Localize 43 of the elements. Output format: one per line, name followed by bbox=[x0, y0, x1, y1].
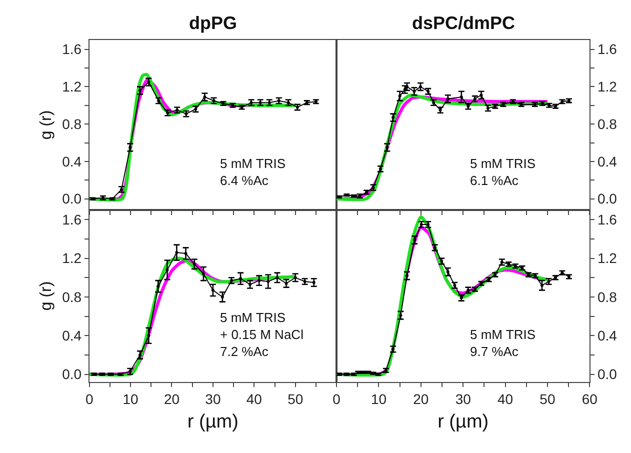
chart-title: dsPC/dmPC bbox=[412, 13, 516, 33]
y-tick-label: 0.0 bbox=[62, 190, 82, 207]
y-tick-label: 1.6 bbox=[597, 41, 618, 58]
annotation: 5 mM TRIS 6.1 %Ac bbox=[470, 156, 536, 188]
y-tick-label: 0.4 bbox=[597, 328, 618, 344]
x-tick-label: 30 bbox=[205, 390, 221, 407]
y-tick-label: 0.8 bbox=[597, 116, 618, 132]
y-tick-label: 1.2 bbox=[62, 250, 82, 266]
x-tick-label: 0 bbox=[332, 390, 341, 407]
y-tick-label: 1.2 bbox=[62, 78, 82, 95]
x-tick-label: 20 bbox=[413, 390, 429, 407]
y-tick-label: 0.8 bbox=[597, 288, 618, 305]
x-tick-label: 50 bbox=[540, 390, 556, 407]
y-tick-label: 0.0 bbox=[597, 366, 618, 382]
x-tick-label: 40 bbox=[246, 390, 262, 407]
y-tick-label: 0.0 bbox=[597, 190, 618, 207]
x-tick-label: 0 bbox=[85, 390, 94, 407]
x-axis-title: r (µm) bbox=[438, 412, 489, 433]
x-tick-label: 50 bbox=[288, 390, 304, 407]
y-tick-label: 1.6 bbox=[62, 41, 82, 58]
y-tick-label: 0.4 bbox=[62, 153, 82, 170]
annotation: 5 mM TRIS 9.7 %Ac bbox=[470, 327, 536, 359]
x-tick-label: 10 bbox=[122, 390, 139, 407]
chart-title: dpPG bbox=[189, 13, 237, 33]
y-tick-label: 1.6 bbox=[597, 212, 618, 228]
x-tick-label: 60 bbox=[582, 390, 598, 407]
x-tick-label: 30 bbox=[455, 390, 472, 407]
y-tick-label: 0.8 bbox=[62, 288, 82, 305]
y-tick-label: 0.8 bbox=[62, 116, 82, 132]
y-axis-title: g (r) bbox=[38, 281, 55, 311]
y-tick-label: 1.6 bbox=[62, 212, 82, 228]
y-tick-label: 0.0 bbox=[62, 366, 82, 382]
y-tick-label: 0.4 bbox=[62, 328, 82, 344]
x-tick-label: 20 bbox=[164, 390, 180, 407]
x-tick-label: 10 bbox=[370, 390, 387, 407]
y-tick-label: 0.4 bbox=[597, 153, 618, 170]
y-tick-label: 1.2 bbox=[597, 78, 618, 95]
annotation: 5 mM TRIS 6.4 %Ac bbox=[220, 156, 286, 188]
annotation: 5 mM TRIS + 0.15 M NaCl 7.2 %Ac bbox=[220, 310, 304, 359]
x-axis-title: r (µm) bbox=[187, 412, 238, 433]
x-tick-label: 40 bbox=[497, 390, 514, 407]
y-tick-label: 1.2 bbox=[597, 250, 618, 266]
y-axis-title: g (r) bbox=[38, 110, 55, 140]
